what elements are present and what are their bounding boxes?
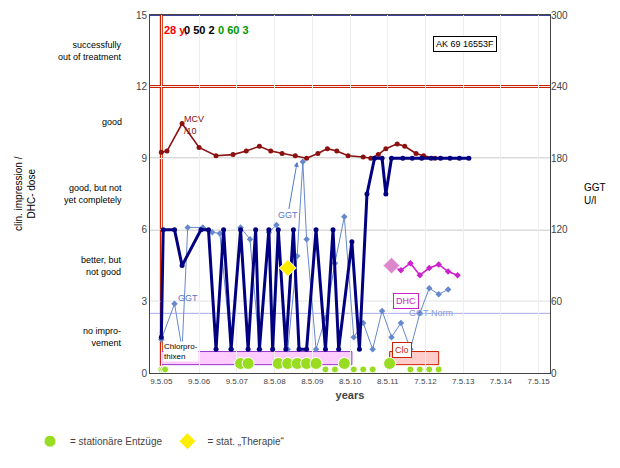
svg-text:15: 15: [136, 10, 148, 21]
svg-text:6: 6: [141, 224, 147, 235]
svg-text:better, butnot good: better, butnot good: [81, 255, 122, 277]
svg-text:7.5.15: 7.5.15: [528, 377, 551, 386]
svg-text:60: 60: [551, 296, 563, 307]
svg-text:7.5.13: 7.5.13: [452, 377, 475, 386]
svg-text:0: 0: [141, 368, 147, 379]
svg-text:8.5.11: 8.5.11: [377, 377, 399, 386]
svg-text:9: 9: [141, 153, 147, 164]
svg-text:good, but notyet completely: good, but notyet completely: [64, 183, 122, 205]
svg-text:3: 3: [141, 296, 147, 307]
svg-text:no impro-vement: no impro-vement: [83, 326, 122, 348]
svg-text:Clo: Clo: [395, 345, 409, 355]
svg-text:0: 0: [551, 368, 557, 379]
svg-text:Chlorpro-thixen: Chlorpro-thixen: [164, 342, 198, 361]
svg-text:good: good: [102, 117, 122, 127]
svg-text:120: 120: [551, 224, 568, 235]
svg-text:8.5.09: 8.5.09: [301, 377, 324, 386]
svg-text:8.5.10: 8.5.10: [339, 377, 362, 386]
svg-text:0 60 3: 0 60 3: [218, 24, 249, 36]
svg-text:9.5.06: 9.5.06: [188, 377, 211, 386]
svg-text:8.5.08: 8.5.08: [263, 377, 286, 386]
svg-text:DHC: DHC: [396, 296, 416, 306]
svg-text:12: 12: [136, 81, 148, 92]
svg-text:successfullyout of treatment: successfullyout of treatment: [58, 40, 122, 62]
svg-text:180: 180: [551, 153, 568, 164]
svg-text:years: years: [336, 389, 365, 401]
svg-text:GGT: GGT: [278, 210, 298, 220]
svg-text:7.5.12: 7.5.12: [414, 377, 437, 386]
svg-text:AK 69 16553F: AK 69 16553F: [436, 39, 494, 49]
svg-text:300: 300: [551, 10, 568, 21]
svg-text:0 50 2: 0 50 2: [184, 24, 215, 36]
svg-text:GGT-Norm: GGT-Norm: [409, 308, 453, 318]
svg-text:7.5.14: 7.5.14: [490, 377, 513, 386]
svg-text:9.5.05: 9.5.05: [150, 377, 173, 386]
svg-text:MCV/10: MCV/10: [184, 114, 204, 136]
svg-text:9.5.07: 9.5.07: [226, 377, 249, 386]
svg-text:= stationäre Entzüge: = stationäre Entzüge: [70, 436, 162, 447]
svg-text:= stat. „Therapie“: = stat. „Therapie“: [207, 436, 283, 447]
svg-text:GGTU/l: GGTU/l: [584, 182, 606, 206]
svg-text:clin. impression /DHC- dose: clin. impression /DHC- dose: [13, 156, 37, 231]
svg-text:GGT: GGT: [178, 293, 198, 303]
svg-text:28 y,: 28 y,: [164, 24, 188, 36]
svg-text:240: 240: [551, 81, 568, 92]
